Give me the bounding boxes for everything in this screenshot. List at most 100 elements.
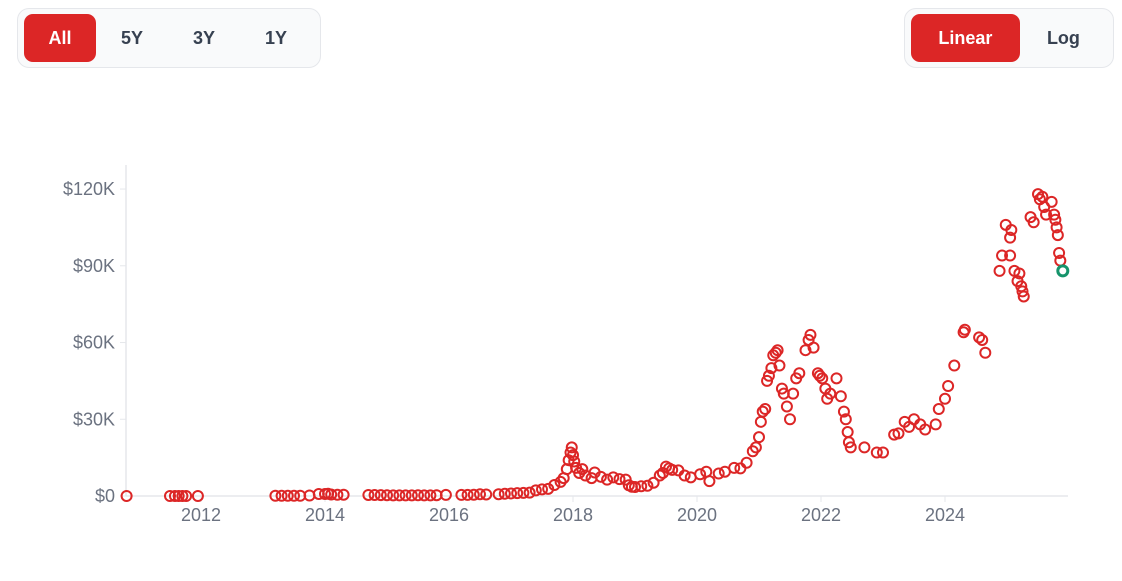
data-point[interactable] xyxy=(1051,229,1064,242)
data-point[interactable] xyxy=(331,488,344,501)
data-point[interactable] xyxy=(653,469,666,482)
data-point[interactable] xyxy=(929,418,942,431)
data-point[interactable] xyxy=(548,479,561,492)
data-point[interactable] xyxy=(703,475,716,488)
data-point[interactable] xyxy=(759,403,772,416)
data-point[interactable] xyxy=(993,264,1006,277)
data-point[interactable] xyxy=(842,436,855,449)
data-point[interactable] xyxy=(567,449,579,462)
data-point[interactable] xyxy=(858,441,871,454)
data-point[interactable] xyxy=(1016,285,1029,298)
data-point[interactable] xyxy=(275,489,288,502)
data-point[interactable] xyxy=(412,489,424,502)
data-point[interactable] xyxy=(492,488,505,501)
data-point[interactable] xyxy=(168,490,181,502)
data-point[interactable] xyxy=(973,331,986,344)
data-point[interactable] xyxy=(765,362,778,375)
range-1y-button[interactable]: 1Y xyxy=(264,27,288,48)
range-3y-button[interactable]: 3Y xyxy=(192,27,216,48)
data-point[interactable] xyxy=(629,481,641,494)
data-point[interactable] xyxy=(834,390,847,403)
latest-data-point[interactable] xyxy=(1056,264,1070,278)
data-point[interactable] xyxy=(172,490,185,502)
data-point[interactable] xyxy=(536,483,548,496)
data-point[interactable] xyxy=(694,468,707,481)
data-point[interactable] xyxy=(393,489,406,502)
data-point[interactable] xyxy=(362,488,375,501)
data-point[interactable] xyxy=(505,487,517,500)
data-point[interactable] xyxy=(498,487,511,500)
data-point[interactable] xyxy=(576,463,589,476)
scale-linear-button[interactable]: Linear xyxy=(911,14,1020,62)
data-point[interactable] xyxy=(607,471,620,484)
data-point[interactable] xyxy=(958,323,971,336)
data-point[interactable] xyxy=(594,470,607,483)
data-point[interactable] xyxy=(176,490,189,502)
data-point[interactable] xyxy=(387,489,400,502)
data-point[interactable] xyxy=(892,427,905,440)
data-point[interactable] xyxy=(762,369,775,382)
data-point[interactable] xyxy=(1017,290,1030,303)
data-point[interactable] xyxy=(424,489,437,502)
data-point[interactable] xyxy=(1005,223,1018,236)
data-point[interactable] xyxy=(712,467,725,480)
data-point[interactable] xyxy=(837,405,850,418)
data-point[interactable] xyxy=(942,380,955,393)
data-point[interactable] xyxy=(1004,249,1017,262)
data-point[interactable] xyxy=(405,489,418,502)
data-point[interactable] xyxy=(613,473,626,486)
data-point[interactable] xyxy=(1004,231,1017,244)
data-point[interactable] xyxy=(830,372,843,385)
data-point[interactable] xyxy=(784,413,796,426)
data-point[interactable] xyxy=(824,387,837,400)
data-point[interactable] xyxy=(455,488,468,501)
data-point[interactable] xyxy=(807,341,820,354)
data-point[interactable] xyxy=(647,476,660,489)
data-point[interactable] xyxy=(511,487,524,500)
data-point[interactable] xyxy=(1045,195,1058,208)
data-point[interactable] xyxy=(666,463,679,476)
data-point[interactable] xyxy=(754,415,767,428)
data-point[interactable] xyxy=(761,374,774,387)
data-point[interactable] xyxy=(325,488,338,501)
data-point[interactable] xyxy=(976,333,989,346)
data-point[interactable] xyxy=(568,455,581,468)
data-point[interactable] xyxy=(1053,246,1066,259)
data-point[interactable] xyxy=(529,484,542,497)
data-point[interactable] xyxy=(749,441,762,454)
data-point[interactable] xyxy=(517,486,530,499)
data-point[interactable] xyxy=(775,382,788,395)
data-point[interactable] xyxy=(979,346,992,359)
data-point[interactable] xyxy=(919,423,932,436)
data-point[interactable] xyxy=(281,489,294,502)
data-point[interactable] xyxy=(844,441,857,454)
data-point[interactable] xyxy=(932,403,945,416)
data-point[interactable] xyxy=(474,488,486,501)
data-point[interactable] xyxy=(793,367,806,380)
data-point[interactable] xyxy=(870,446,883,459)
range-all-button[interactable]: All xyxy=(24,14,96,62)
data-point[interactable] xyxy=(523,486,536,499)
data-point[interactable] xyxy=(996,249,1009,262)
data-point[interactable] xyxy=(771,344,784,357)
data-point[interactable] xyxy=(773,359,786,372)
data-point[interactable] xyxy=(480,488,493,501)
data-point[interactable] xyxy=(601,473,614,486)
data-point[interactable] xyxy=(728,461,741,474)
data-point[interactable] xyxy=(542,482,555,495)
range-5y-button[interactable]: 5Y xyxy=(120,27,144,48)
data-point[interactable] xyxy=(461,488,474,501)
data-point[interactable] xyxy=(120,490,133,502)
data-point[interactable] xyxy=(565,441,578,454)
scale-log-button[interactable]: Log xyxy=(1046,27,1080,48)
data-point[interactable] xyxy=(368,488,381,501)
data-point[interactable] xyxy=(374,489,387,502)
data-point[interactable] xyxy=(1040,208,1053,221)
data-point[interactable] xyxy=(191,490,204,502)
data-point[interactable] xyxy=(839,413,852,426)
data-point[interactable] xyxy=(1013,267,1026,280)
data-point[interactable] xyxy=(816,372,829,385)
data-point[interactable] xyxy=(948,359,961,372)
data-point[interactable] xyxy=(467,488,480,501)
data-point[interactable] xyxy=(740,456,753,469)
